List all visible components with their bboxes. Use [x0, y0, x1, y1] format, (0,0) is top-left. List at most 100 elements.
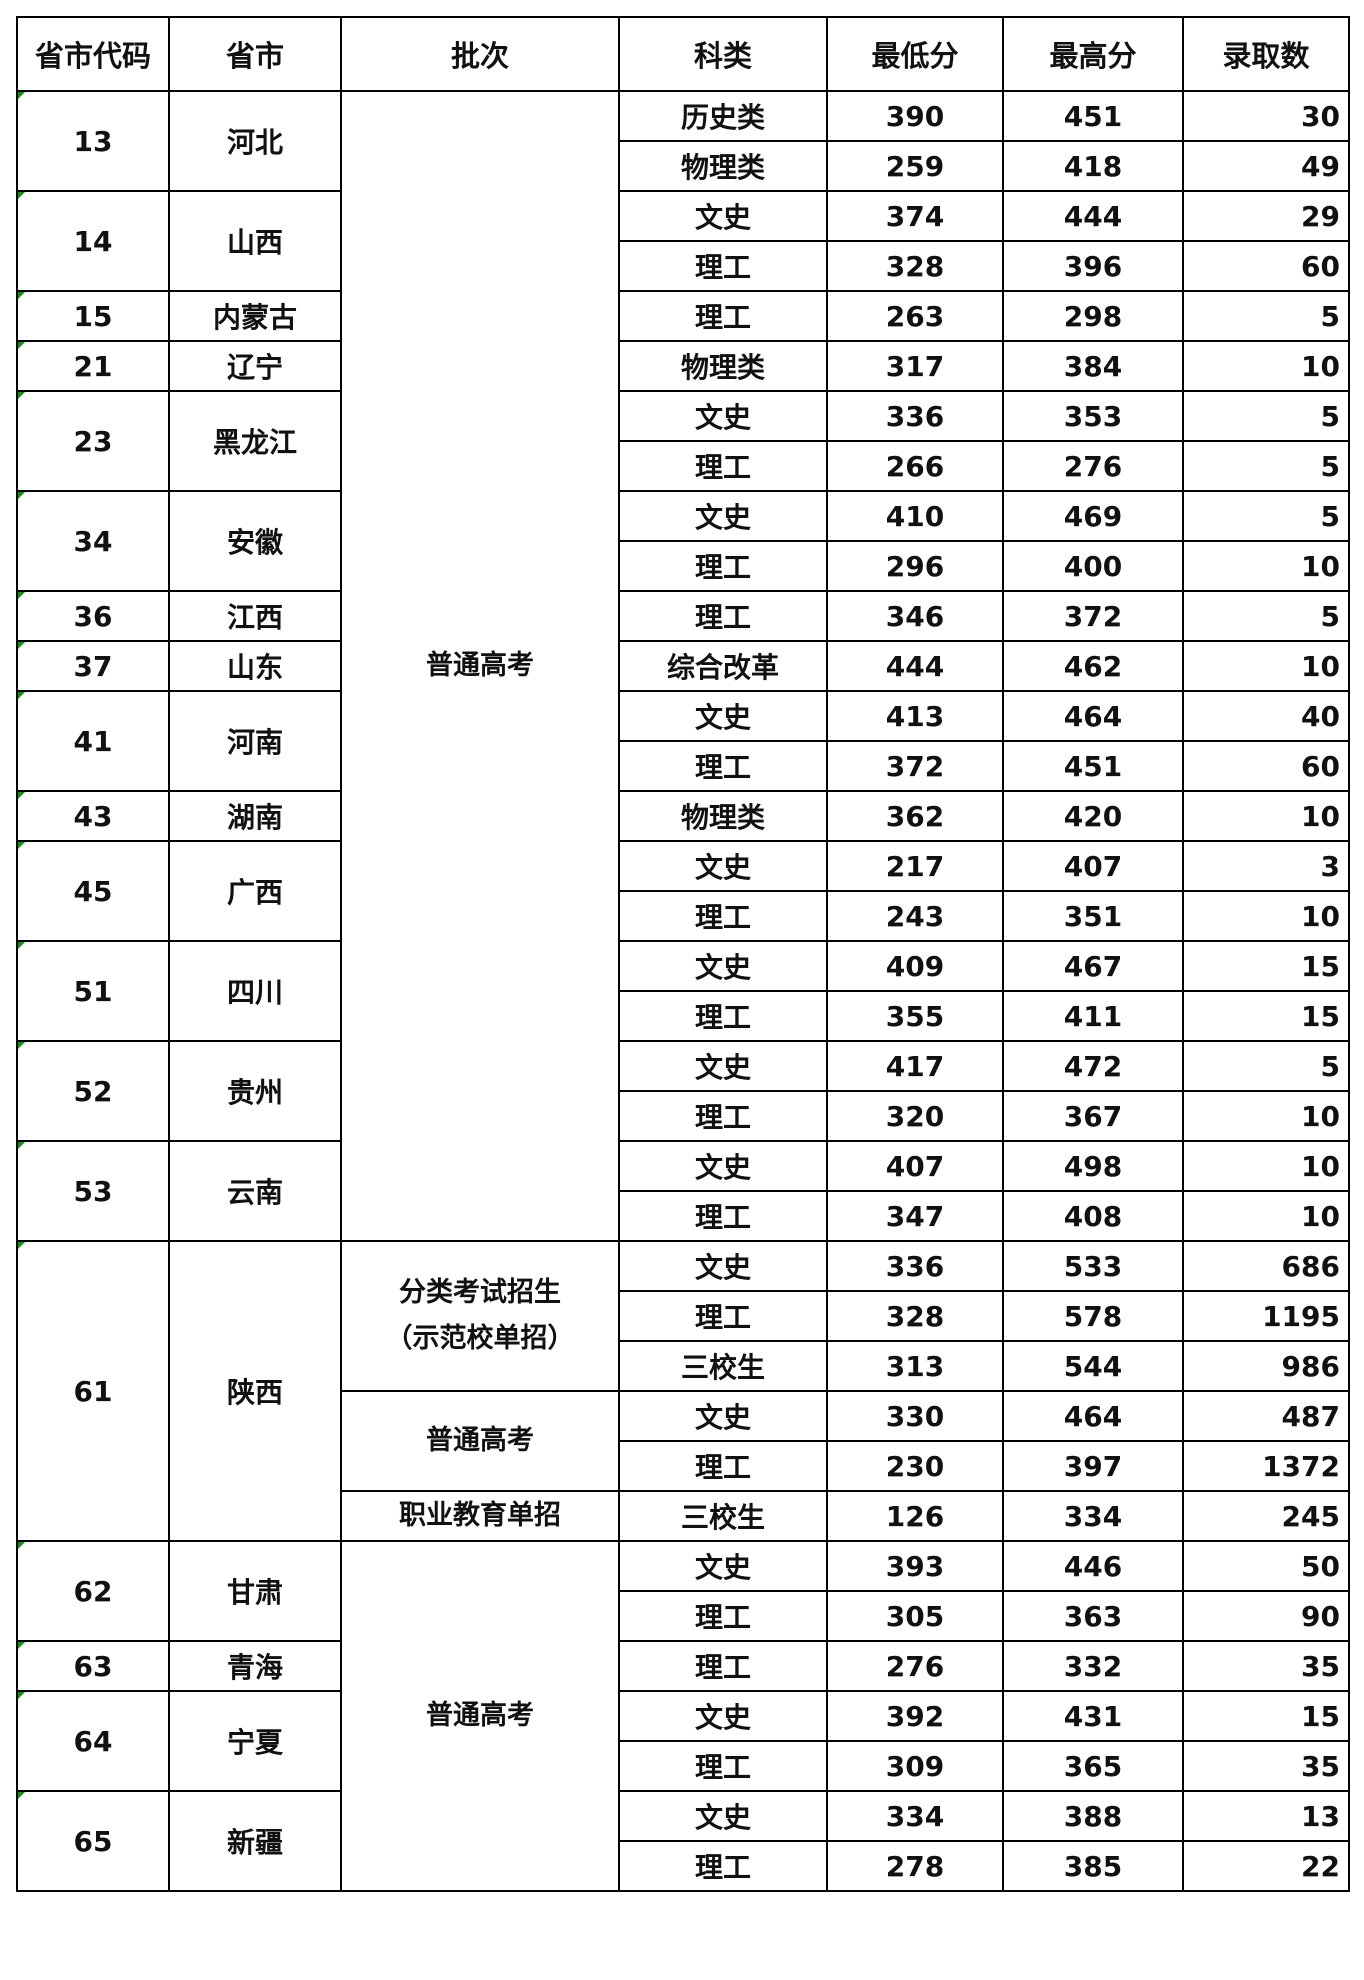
batch-cell: 职业教育单招 [340, 1490, 620, 1542]
max-score-cell: 544 [1002, 1340, 1184, 1392]
province-code-cell: 53 [16, 1140, 170, 1242]
subject-cell: 文史 [618, 490, 828, 542]
table-row: 63 青海 理工 276 332 35 [16, 1640, 1350, 1692]
admitted-count-cell: 60 [1182, 740, 1350, 792]
min-score-cell: 266 [826, 440, 1004, 492]
table-row: 45 广西 文史 217 407 3 [16, 840, 1350, 942]
province-code-cell: 14 [16, 190, 170, 292]
admitted-count-cell: 5 [1182, 490, 1350, 542]
table-row: 23 黑龙江 文史 336 353 5 [16, 390, 1350, 492]
table-row: 36 江西 理工 346 372 5 [16, 590, 1350, 642]
table-row: 理工 372 451 60 [17, 740, 1350, 792]
max-score-cell: 498 [1002, 1140, 1184, 1192]
subject-cell: 理工 [618, 590, 828, 642]
min-score-cell: 347 [826, 1190, 1004, 1242]
min-score-cell: 407 [826, 1140, 1004, 1192]
subject-cell: 文史 [618, 940, 828, 992]
max-score-cell: 334 [1002, 1490, 1184, 1542]
table-row: 51 四川 文史 409 467 15 [16, 940, 1350, 1042]
admission-score-table: 省市代码 省市 批次 科类 最低分 最高分 录取数 13 河北 普通高考 历史类 390 451 30 物… [16, 16, 1350, 1892]
table-row: 34 安徽 文史 410 469 5 [16, 490, 1350, 592]
subject-cell: 文史 [618, 1240, 828, 1292]
header-min-score: 最低分 [826, 16, 1004, 92]
subject-cell: 文史 [618, 190, 828, 242]
max-score-cell: 384 [1002, 340, 1184, 392]
subject-cell: 理工 [618, 740, 828, 792]
min-score-cell: 305 [826, 1590, 1004, 1642]
province-name-cell: 河北 [168, 90, 342, 192]
admitted-count-cell: 245 [1182, 1490, 1350, 1542]
min-score-cell: 374 [826, 190, 1004, 242]
province-code-cell: 21 [16, 340, 170, 392]
table-row: 52 贵州 文史 417 472 5 [16, 1040, 1350, 1142]
province-name-cell: 湖南 [168, 790, 342, 842]
min-score-cell: 317 [826, 340, 1004, 392]
table-row: 理工 320 367 10 [17, 1090, 1350, 1142]
admitted-count-cell: 10 [1182, 790, 1350, 842]
min-score-cell: 444 [826, 640, 1004, 692]
table-row: 41 河南 文史 413 464 40 [16, 690, 1350, 792]
max-score-cell: 418 [1002, 140, 1184, 192]
admitted-count-cell: 60 [1182, 240, 1350, 292]
min-score-cell: 230 [826, 1440, 1004, 1492]
subject-cell: 三校生 [618, 1490, 828, 1542]
table-row: 64 宁夏 文史 392 431 15 [16, 1690, 1350, 1792]
subject-cell: 理工 [618, 1090, 828, 1142]
batch-cell: 普通高考 [340, 1390, 620, 1492]
batch-label: （示范校单招） [385, 1323, 575, 1354]
min-score-cell: 362 [826, 790, 1004, 842]
min-score-cell: 263 [826, 290, 1004, 342]
province-name-cell: 河南 [168, 690, 342, 792]
header-max-score: 最高分 [1002, 16, 1184, 92]
province-name-cell: 辽宁 [168, 340, 342, 392]
subject-cell: 文史 [618, 390, 828, 442]
admitted-count-cell: 10 [1182, 340, 1350, 392]
max-score-cell: 462 [1002, 640, 1184, 692]
subject-cell: 综合改革 [618, 640, 828, 692]
province-code-cell: 64 [16, 1690, 170, 1792]
province-code-cell: 23 [16, 390, 170, 492]
table-row: 理工 278 385 22 [17, 1840, 1350, 1892]
subject-cell: 三校生 [618, 1340, 828, 1392]
province-code-cell: 52 [16, 1040, 170, 1142]
province-name-cell: 云南 [168, 1140, 342, 1242]
min-score-cell: 328 [826, 1290, 1004, 1342]
min-score-cell: 393 [826, 1540, 1004, 1592]
min-score-cell: 372 [826, 740, 1004, 792]
admitted-count-cell: 35 [1182, 1640, 1350, 1692]
min-score-cell: 309 [826, 1740, 1004, 1792]
admitted-count-cell: 5 [1182, 1040, 1350, 1092]
admitted-count-cell: 5 [1182, 440, 1350, 492]
subject-cell: 文史 [618, 1540, 828, 1592]
min-score-cell: 320 [826, 1090, 1004, 1142]
table-row: 53 云南 文史 407 498 10 [16, 1140, 1350, 1242]
admitted-count-cell: 13 [1182, 1790, 1350, 1842]
min-score-cell: 409 [826, 940, 1004, 992]
province-code-cell: 36 [16, 590, 170, 642]
table-row: 理工 309 365 35 [17, 1740, 1350, 1792]
batch-label: 普通高考 [426, 1700, 534, 1731]
min-score-cell: 276 [826, 1640, 1004, 1692]
province-code-cell: 62 [16, 1540, 170, 1642]
table-row: 理工 266 276 5 [17, 440, 1350, 492]
max-score-cell: 420 [1002, 790, 1184, 842]
subject-cell: 理工 [618, 990, 828, 1042]
admitted-count-cell: 1372 [1182, 1440, 1350, 1492]
province-code-cell: 41 [16, 690, 170, 792]
min-score-cell: 313 [826, 1340, 1004, 1392]
subject-cell: 理工 [618, 1590, 828, 1642]
subject-cell: 文史 [618, 690, 828, 742]
min-score-cell: 126 [826, 1490, 1004, 1542]
admitted-count-cell: 5 [1182, 390, 1350, 442]
max-score-cell: 446 [1002, 1540, 1184, 1592]
min-score-cell: 217 [826, 840, 1004, 892]
subject-cell: 物理类 [618, 790, 828, 842]
table-row: 15 内蒙古 理工 263 298 5 [16, 290, 1350, 342]
admitted-count-cell: 3 [1182, 840, 1350, 892]
province-name-cell: 青海 [168, 1640, 342, 1692]
max-score-cell: 351 [1002, 890, 1184, 942]
subject-cell: 理工 [618, 290, 828, 342]
min-score-cell: 346 [826, 590, 1004, 642]
admitted-count-cell: 90 [1182, 1590, 1350, 1642]
admitted-count-cell: 5 [1182, 590, 1350, 642]
